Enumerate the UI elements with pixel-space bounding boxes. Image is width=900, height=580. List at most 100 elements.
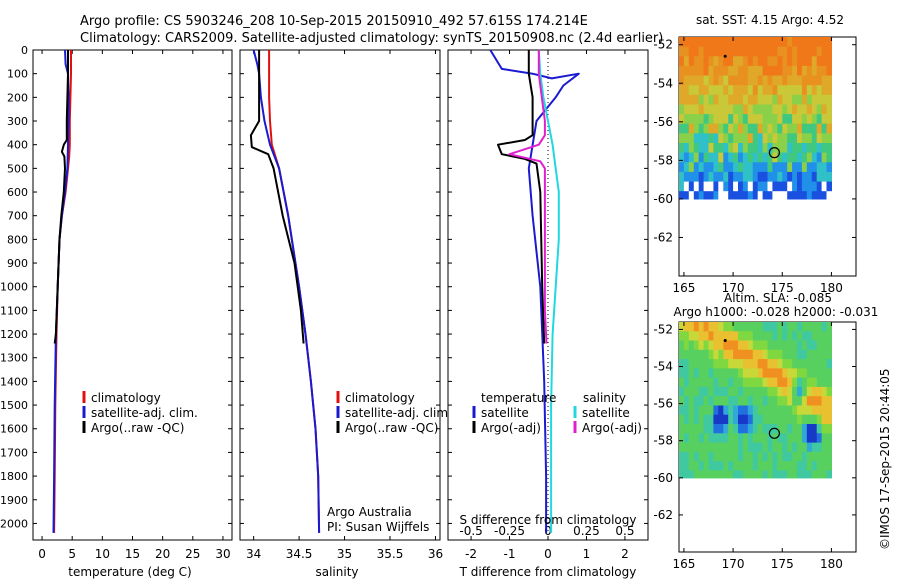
map-cell bbox=[752, 75, 759, 86]
map-cell bbox=[703, 171, 710, 183]
map-cell bbox=[683, 340, 690, 351]
map-cell bbox=[787, 470, 793, 479]
map-cell bbox=[742, 451, 749, 462]
map-cell bbox=[762, 123, 769, 134]
map-cell bbox=[821, 405, 828, 416]
map-cell bbox=[787, 396, 793, 407]
map-cell bbox=[757, 331, 764, 342]
map-cell bbox=[826, 114, 832, 125]
map-cell bbox=[742, 359, 749, 369]
map-cell bbox=[757, 322, 764, 332]
map-cell bbox=[693, 359, 700, 369]
map-cell bbox=[811, 152, 818, 163]
map-cell bbox=[826, 85, 832, 96]
map-cell bbox=[772, 405, 778, 416]
map-cell bbox=[698, 191, 705, 200]
map-cell bbox=[757, 442, 764, 453]
map-cell bbox=[821, 433, 828, 444]
map-cell bbox=[762, 181, 769, 192]
map-cell bbox=[762, 340, 769, 351]
map-cell bbox=[703, 152, 710, 163]
map-cell bbox=[703, 461, 710, 471]
map-cell bbox=[777, 331, 783, 342]
map-cell bbox=[806, 181, 813, 192]
map-cell bbox=[738, 162, 744, 173]
map-cell bbox=[733, 85, 739, 96]
map-cell bbox=[811, 359, 818, 369]
map-cell bbox=[797, 114, 803, 125]
map-cell bbox=[679, 461, 685, 471]
map-cell bbox=[816, 133, 823, 144]
x-tick-label: 35 bbox=[337, 547, 352, 561]
map-cell bbox=[801, 386, 808, 397]
map-cell bbox=[816, 368, 823, 379]
map-cell bbox=[777, 143, 783, 154]
map-cell bbox=[757, 359, 764, 369]
legend-label-temp-satellite: satellite bbox=[481, 406, 529, 420]
map-cell bbox=[733, 340, 739, 351]
map-cell bbox=[733, 56, 739, 67]
map-cell bbox=[816, 377, 823, 388]
map-cell bbox=[772, 133, 778, 144]
map-cell bbox=[787, 152, 793, 163]
map-cell bbox=[698, 162, 705, 173]
map-cell bbox=[742, 191, 749, 200]
map-cell bbox=[826, 451, 832, 462]
map-cell bbox=[782, 368, 788, 379]
map-cell bbox=[767, 349, 773, 360]
map-cell bbox=[806, 340, 813, 351]
map-cell bbox=[723, 442, 729, 453]
map-cell bbox=[767, 171, 773, 183]
map-cell bbox=[713, 340, 719, 351]
map-cell bbox=[742, 461, 749, 471]
map-cell bbox=[728, 377, 734, 388]
map-cell bbox=[767, 65, 773, 77]
map-cell bbox=[723, 85, 729, 96]
map-cell bbox=[767, 162, 773, 173]
map-cell bbox=[742, 377, 749, 388]
map-cell bbox=[698, 152, 705, 163]
map-cell bbox=[703, 470, 710, 479]
map-cell bbox=[757, 424, 764, 434]
map-cell bbox=[693, 451, 700, 462]
map-cell bbox=[708, 94, 714, 105]
map-cell bbox=[797, 386, 803, 397]
map-cell bbox=[821, 181, 828, 192]
map-cell bbox=[747, 123, 754, 134]
salinity-plot-area: 34 34.5 35 35.5 36 bbox=[239, 49, 443, 561]
map-cell bbox=[797, 75, 803, 86]
map-cell bbox=[733, 414, 739, 425]
map-cell bbox=[782, 433, 788, 444]
map-cell bbox=[728, 442, 734, 453]
map-cell bbox=[797, 424, 803, 434]
map-cell bbox=[757, 75, 764, 86]
map-cell bbox=[742, 349, 749, 360]
map-cell bbox=[777, 114, 783, 125]
map-cell bbox=[787, 191, 793, 200]
map-cell bbox=[703, 386, 710, 397]
map-cell bbox=[679, 123, 685, 134]
difference-legend: temperature salinity satellite Argo(-adj… bbox=[472, 391, 642, 435]
series-line-argo-adj bbox=[508, 50, 548, 344]
map-cell bbox=[787, 377, 793, 388]
map-cell bbox=[718, 424, 724, 434]
map-cell bbox=[713, 359, 719, 369]
map-cell bbox=[693, 56, 700, 67]
map-cell bbox=[708, 433, 714, 444]
sla-field bbox=[679, 322, 832, 479]
map-cell bbox=[821, 94, 828, 105]
map-cell bbox=[723, 75, 729, 86]
map-cell bbox=[747, 405, 754, 416]
s-difference-label: S difference from climatology bbox=[460, 513, 637, 527]
map-cell bbox=[718, 377, 724, 388]
map-cell bbox=[698, 396, 705, 407]
map-cell bbox=[708, 46, 714, 57]
map-cell bbox=[777, 470, 783, 479]
map-cell bbox=[782, 414, 788, 425]
map-cell bbox=[733, 442, 739, 453]
map-cell bbox=[693, 377, 700, 388]
map-cell bbox=[792, 414, 798, 425]
map-cell bbox=[738, 37, 744, 48]
map-cell bbox=[816, 424, 823, 434]
